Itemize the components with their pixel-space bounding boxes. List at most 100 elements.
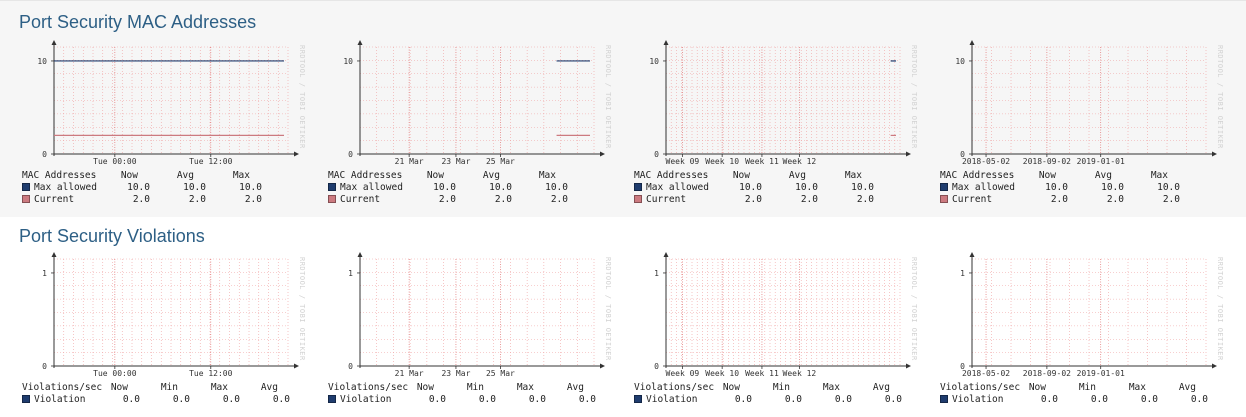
x-axis-arrow — [1212, 151, 1217, 157]
legend-swatch — [634, 195, 642, 203]
legend-series-name: Violation — [340, 394, 392, 405]
legend-value: 0.0 — [784, 394, 802, 405]
legend-series-name: Violation — [646, 394, 698, 405]
legend-series-name: Current — [340, 194, 381, 205]
legend-column-header: Now — [120, 170, 138, 181]
section-title: Port Security Violations — [19, 226, 205, 246]
legend-column-header: Avg — [176, 170, 194, 181]
y-axis-arrow — [663, 252, 669, 257]
y-axis-arrow — [51, 252, 57, 257]
legend-series: Max allowed — [328, 182, 403, 193]
legend-series: Violation — [940, 394, 1003, 405]
graph-year[interactable]: 1 0 2018-05-02 2018-09-02 2019-01-01 RRDTOOL … — [936, 252, 1242, 415]
rrdtool-watermark: RRDTOOL / TOBI OETIKER — [604, 45, 612, 149]
rrdtool-watermark: RRDTOOL / TOBI OETIKER — [1216, 45, 1224, 149]
legend-column-header: Min — [1078, 382, 1096, 393]
x-tick-label: 2019-01-01 — [1077, 157, 1125, 166]
legend-column-header: Avg — [482, 170, 500, 181]
legend-value: 0.0 — [834, 394, 852, 405]
legend-title: Violations/sec — [634, 382, 715, 393]
y-tick-label: 10 — [955, 57, 965, 66]
y-tick-label: 0 — [42, 150, 47, 159]
x-axis-arrow — [294, 363, 299, 369]
mac-addresses-section: Port Security MAC Addresses 10 0 Tue 00:00… — [0, 0, 1246, 218]
x-tick-label: Week 10 — [705, 157, 739, 166]
x-tick-label: 2018-05-02 — [962, 369, 1010, 378]
y-tick-label: 10 — [343, 57, 353, 66]
legend-swatch — [328, 195, 336, 203]
legend-title: MAC Addresses — [634, 170, 709, 181]
y-axis-arrow — [357, 252, 363, 257]
x-tick-label: 2019-01-01 — [1077, 369, 1125, 378]
legend-value: 2.0 — [1162, 194, 1180, 205]
graph-month[interactable]: 1 0 Week 09 Week 10 Week 11 Week 12 RRDTOOL / … — [630, 252, 936, 415]
graph-month[interactable]: 10 0 Week 09 Week 10 Week 11 Week 12 RRDTOOL /… — [630, 40, 936, 211]
legend-value: 10.0 — [851, 182, 874, 193]
x-tick-label: Week 11 — [745, 157, 779, 166]
legend-swatch — [328, 395, 336, 403]
rrdtool-watermark: RRDTOOL / TOBI OETIKER — [298, 45, 306, 149]
legend-column-header: Min — [160, 382, 178, 393]
x-tick-label: Tue 12:00 — [189, 157, 233, 166]
graph-day[interactable]: 10 0 Tue 00:00 Tue 12:00 RRDTOOL / TOBI OETI… — [18, 40, 324, 211]
graph-day[interactable]: 1 0 Tue 00:00 Tue 12:00 RRDTOOL / TOBI OETIK… — [18, 252, 324, 415]
x-tick-label: Tue 00:00 — [93, 157, 137, 166]
legend-series: Violation — [328, 394, 391, 405]
y-tick-label: 0 — [654, 150, 659, 159]
legend-title: MAC Addresses — [940, 170, 1015, 181]
legend-title: Violations/sec — [940, 382, 1021, 393]
legend-series: Violation — [22, 394, 85, 405]
legend-column-header: Avg — [788, 170, 806, 181]
legend-swatch — [22, 183, 30, 191]
legend-swatch — [22, 395, 30, 403]
legend-column-header: Max — [1128, 382, 1146, 393]
graph-week[interactable]: 1 0 21 Mar 23 Mar 25 Mar RRDTOOL / TOBI OETIK… — [324, 252, 630, 415]
legend-value: 2.0 — [438, 194, 456, 205]
legend-series: Current — [22, 194, 74, 205]
x-axis-arrow — [906, 151, 911, 157]
rrd-graph-canvas: 1 0 21 Mar 23 Mar 25 Mar RRDTOOL / TOBI OETIK… — [348, 252, 612, 378]
legend-series-name: Max allowed — [340, 182, 403, 193]
legend-value: 10.0 — [183, 182, 206, 193]
legend-value: 10.0 — [545, 182, 568, 193]
y-tick-label: 0 — [42, 362, 47, 371]
legend-value: 2.0 — [188, 194, 206, 205]
legend-series: Max allowed — [634, 182, 709, 193]
x-tick-label: Week 09 — [666, 157, 700, 166]
legend-value: 2.0 — [744, 194, 762, 205]
legend-swatch — [940, 183, 948, 191]
legend-value: 10.0 — [239, 182, 262, 193]
legend-series-name: Current — [646, 194, 687, 205]
graph-year[interactable]: 10 0 2018-05-02 2018-09-02 2019-01-01 RRDTOOL… — [936, 40, 1242, 211]
rrdtool-watermark: RRDTOOL / TOBI OETIKER — [604, 257, 612, 361]
legend-value: 10.0 — [127, 182, 150, 193]
y-tick-label: 0 — [960, 362, 965, 371]
x-tick-label: 21 Mar — [395, 157, 424, 166]
legend-value: 0.0 — [528, 394, 546, 405]
legend-value: 10.0 — [433, 182, 456, 193]
legend-column-header: Avg — [1094, 170, 1112, 181]
legend-title: MAC Addresses — [22, 170, 97, 181]
x-axis-arrow — [600, 151, 605, 157]
legend-value: 2.0 — [1106, 194, 1124, 205]
x-tick-label: 21 Mar — [395, 369, 424, 378]
x-tick-label: 25 Mar — [486, 157, 515, 166]
legend-value: 10.0 — [1045, 182, 1068, 193]
legend-series: Current — [328, 194, 380, 205]
legend-column-header: Avg — [1178, 382, 1196, 393]
legend-swatch — [634, 395, 642, 403]
legend-column-header: Avg — [260, 382, 278, 393]
legend-column-header: Now — [1038, 170, 1056, 181]
graph-week[interactable]: 10 0 21 Mar 23 Mar 25 Mar RRDTOOL / TOBI OETI… — [324, 40, 630, 211]
legend-column-header: Max — [232, 170, 250, 181]
legend-column-header: Max — [844, 170, 862, 181]
legend-column-header: Max — [516, 382, 534, 393]
x-axis-arrow — [600, 363, 605, 369]
legend-column-header: Max — [538, 170, 556, 181]
x-tick-label: Week 12 — [783, 157, 817, 166]
legend-column-header: Avg — [566, 382, 584, 393]
legend-title: MAC Addresses — [328, 170, 403, 181]
legend-series-name: Current — [952, 194, 993, 205]
x-axis-arrow — [906, 363, 911, 369]
